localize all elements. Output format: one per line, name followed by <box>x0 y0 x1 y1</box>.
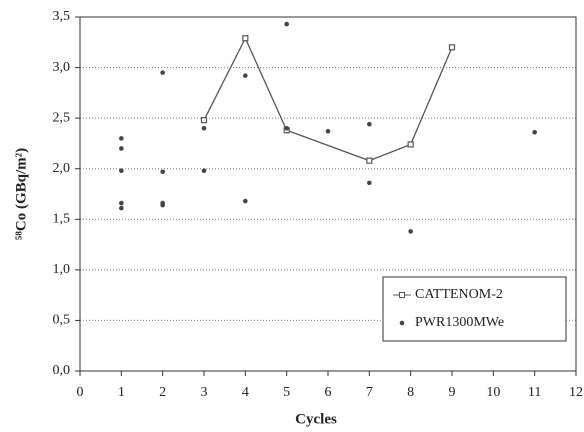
marker <box>242 35 249 42</box>
point <box>119 146 124 151</box>
point <box>284 125 289 131</box>
x-tick-label: 1 <box>118 385 125 400</box>
legend-label: CATTENOM-2 <box>415 287 503 302</box>
x-axis-title: Cycles <box>295 411 337 427</box>
legend-label: PWR1300MWe <box>415 315 504 330</box>
plot-frame <box>79 16 577 372</box>
y-tick-label: 2,0 <box>53 161 71 176</box>
x-tick-label: 5 <box>283 385 290 400</box>
point <box>119 168 124 174</box>
point <box>119 200 124 206</box>
legend-marker <box>399 320 405 326</box>
marker <box>366 157 373 164</box>
point <box>243 198 248 204</box>
x-tick-label: 12 <box>569 385 583 400</box>
point <box>160 70 165 75</box>
x-tick-label: 0 <box>77 385 84 400</box>
marker <box>200 117 208 124</box>
point <box>367 121 372 127</box>
point <box>325 128 331 134</box>
y-tick-label: 0,5 <box>53 313 71 328</box>
point <box>119 136 124 141</box>
point <box>532 130 537 135</box>
marker <box>407 141 414 148</box>
point <box>201 168 207 174</box>
x-tick-label: 6 <box>325 385 332 400</box>
point <box>160 202 165 208</box>
legend-marker <box>399 292 405 298</box>
y-tick-label: 1,0 <box>53 262 71 277</box>
x-tick-label: 2 <box>159 385 166 400</box>
y-tick-label: 1,5 <box>53 212 71 227</box>
x-tick-label: 10 <box>486 385 500 400</box>
x-tick-label: 9 <box>449 385 456 400</box>
y-tick-label: 3,0 <box>53 60 71 75</box>
point <box>243 73 248 78</box>
x-tick-label: 3 <box>201 385 208 400</box>
series-line <box>203 36 453 162</box>
point <box>408 229 413 234</box>
legend-box <box>382 276 567 342</box>
y-tick-label: 2,5 <box>53 110 71 125</box>
x-tick-label: 11 <box>528 385 541 400</box>
point <box>119 205 124 211</box>
y-tick-label: 0,0 <box>53 363 71 378</box>
y-axis-title: ⁵⁸Co (GBq/m²) <box>13 148 29 240</box>
marker <box>448 44 456 51</box>
point <box>201 125 207 131</box>
x-tick-label: 8 <box>407 385 414 400</box>
point <box>367 180 372 186</box>
y-tick-label: 3,5 <box>53 9 71 24</box>
point <box>160 169 165 175</box>
x-tick-label: 4 <box>242 385 249 400</box>
point <box>284 21 289 27</box>
x-tick-label: 7 <box>366 385 373 400</box>
